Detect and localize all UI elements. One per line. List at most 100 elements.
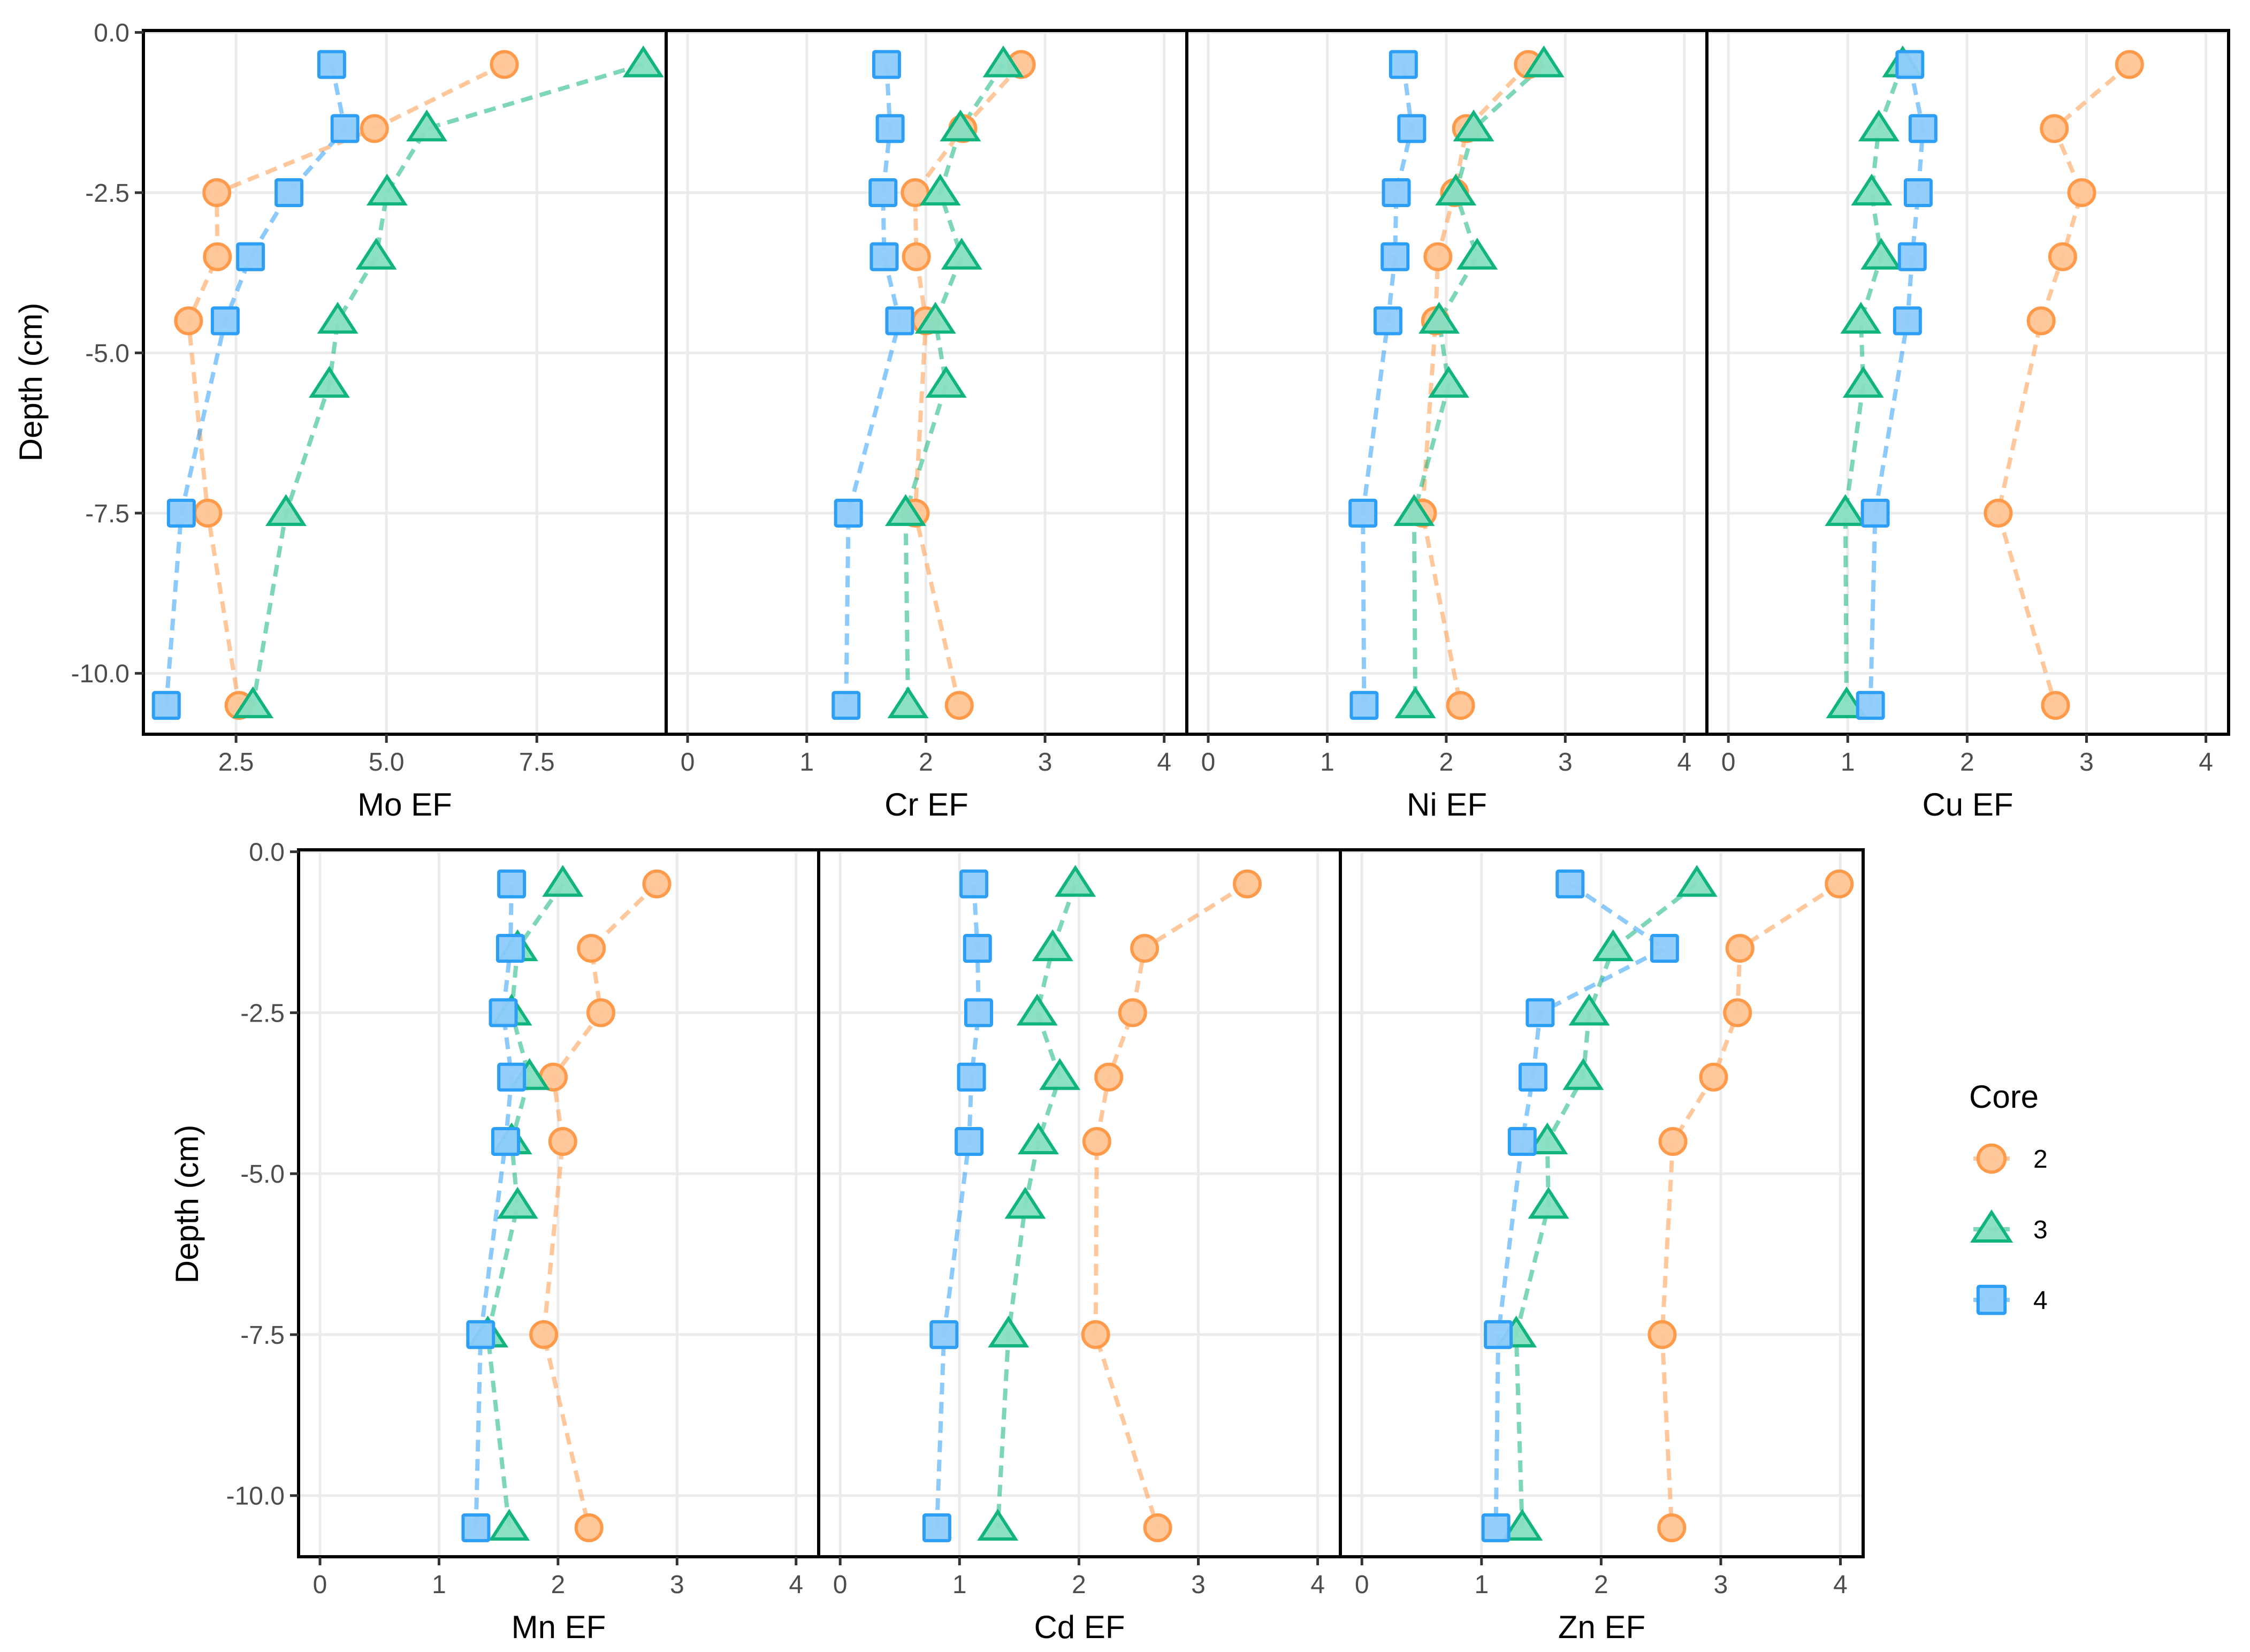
data-point-core-3 bbox=[1851, 173, 1893, 206]
data-point-core-3 bbox=[1860, 238, 1902, 270]
y-tick-label: -2.5 bbox=[85, 179, 129, 208]
data-point-core-3 bbox=[1418, 302, 1460, 334]
data-point-core-3 bbox=[366, 173, 408, 206]
data-point-core-2 bbox=[490, 50, 519, 79]
data-point-core-4 bbox=[317, 50, 346, 79]
data-point-core-3 bbox=[1435, 173, 1477, 206]
x-tick-label: 1 bbox=[952, 1571, 967, 1599]
legend-marker-circle bbox=[1976, 1143, 2007, 1174]
data-point-core-2 bbox=[1699, 1062, 1728, 1092]
data-point-core-3 bbox=[317, 302, 359, 334]
data-point-core-2 bbox=[574, 1513, 604, 1542]
x-tick-label: 4 bbox=[1677, 748, 1691, 776]
y-axis-title: Depth (cm) bbox=[13, 303, 49, 462]
y-axis-title-top-row: Depth (cm) bbox=[13, 303, 49, 462]
data-point-core-3 bbox=[887, 686, 929, 719]
data-point-core-4 bbox=[832, 691, 861, 720]
x-tick-label: 5.0 bbox=[369, 748, 405, 776]
x-tick-label: 2 bbox=[1594, 1571, 1608, 1599]
data-point-core-3 bbox=[1018, 1122, 1059, 1155]
x-axis-title: Mo EF bbox=[357, 787, 452, 823]
data-point-core-2 bbox=[2040, 114, 2069, 143]
data-point-core-3 bbox=[1527, 1122, 1568, 1155]
data-point-core-2 bbox=[529, 1320, 559, 1349]
x-axis-title: Ni EF bbox=[1407, 787, 1487, 823]
panel-zn: 0 1 2 3 4 Zn EF bbox=[1339, 848, 1865, 1645]
data-point-core-4 bbox=[1908, 114, 1938, 143]
x-tick-label: 1 bbox=[432, 1571, 446, 1599]
x-tick-label: 2 bbox=[1960, 748, 1974, 776]
data-point-core-3 bbox=[1528, 1186, 1569, 1219]
panel-ni: 0 1 2 3 4 Ni EF bbox=[1185, 29, 1709, 823]
x-tick-label: 3 bbox=[1191, 1571, 1206, 1599]
data-point-core-2 bbox=[1723, 998, 1752, 1027]
data-point-core-4 bbox=[151, 691, 181, 720]
data-point-core-3 bbox=[355, 238, 397, 270]
x-axis-title: Cu EF bbox=[1922, 787, 2013, 823]
data-point-core-4 bbox=[497, 1062, 527, 1092]
data-point-core-4 bbox=[1373, 306, 1402, 336]
data-point-core-4 bbox=[489, 998, 518, 1027]
data-point-core-4 bbox=[461, 1513, 491, 1542]
data-point-core-2 bbox=[174, 306, 203, 336]
legend-entries: 2 3 4 bbox=[1970, 1143, 2048, 1315]
data-point-core-4 bbox=[274, 178, 304, 208]
data-point-core-4 bbox=[1507, 1127, 1537, 1156]
panel-mo: 2.5 5.0 7.5 Mo EF 0.0 -2.5 -5.0 -7.5 -10.0 bbox=[71, 19, 668, 823]
x-tick-label: 0 bbox=[1355, 1571, 1369, 1599]
data-point-core-2 bbox=[2026, 306, 2056, 336]
x-tick-label: 0 bbox=[1721, 748, 1736, 776]
data-point-core-3 bbox=[308, 366, 350, 398]
data-point-core-2 bbox=[1094, 1062, 1124, 1092]
data-point-core-2 bbox=[548, 1127, 577, 1156]
data-point-core-2 bbox=[1725, 934, 1755, 963]
y-axis-title: Depth (cm) bbox=[169, 1125, 205, 1284]
legend-title: Core bbox=[1969, 1079, 2039, 1115]
data-point-core-2 bbox=[1232, 869, 1262, 899]
data-point-core-2 bbox=[1423, 242, 1453, 271]
y-tick-label: -2.5 bbox=[240, 999, 285, 1027]
data-point-core-4 bbox=[495, 934, 525, 963]
data-point-core-3 bbox=[885, 494, 927, 526]
x-tick-label: 2 bbox=[551, 1571, 566, 1599]
data-point-core-3 bbox=[406, 109, 448, 142]
data-point-core-3 bbox=[1032, 929, 1073, 962]
x-tick-label: 4 bbox=[2199, 748, 2213, 776]
x-tick-label: 1 bbox=[1320, 748, 1334, 776]
data-point-core-3 bbox=[925, 366, 967, 398]
y-tick-label: -7.5 bbox=[240, 1321, 285, 1350]
x-axis-title: Mn EF bbox=[512, 1609, 606, 1645]
data-point-core-2 bbox=[577, 934, 606, 963]
x-tick-label: 4 bbox=[789, 1571, 803, 1599]
legend-entry-core-4: 4 bbox=[1973, 1284, 2048, 1315]
y-tick-label: -10.0 bbox=[226, 1482, 285, 1511]
x-tick-label: 3 bbox=[2079, 748, 2094, 776]
data-point-core-3 bbox=[1825, 494, 1866, 526]
x-tick-label: 2 bbox=[1439, 748, 1454, 776]
data-point-core-3 bbox=[1501, 1509, 1543, 1541]
data-point-core-2 bbox=[2048, 242, 2077, 271]
data-point-core-3 bbox=[1453, 109, 1494, 142]
data-point-core-2 bbox=[1081, 1320, 1110, 1349]
data-point-core-2 bbox=[1658, 1127, 1688, 1156]
x-tick-label: 2 bbox=[919, 748, 933, 776]
data-point-core-3 bbox=[1523, 45, 1565, 78]
x-tick-label: 1 bbox=[1474, 1571, 1489, 1599]
data-point-core-4 bbox=[885, 306, 914, 336]
legend-entry-core-3: 3 bbox=[1970, 1209, 2048, 1244]
x-tick-label: 2.5 bbox=[218, 748, 254, 776]
data-point-core-3 bbox=[940, 109, 981, 142]
data-point-core-2 bbox=[1130, 934, 1160, 963]
data-point-core-2 bbox=[203, 242, 232, 271]
data-point-core-2 bbox=[902, 242, 931, 271]
y-tick-label: 0.0 bbox=[249, 839, 285, 867]
data-point-core-2 bbox=[193, 498, 223, 528]
data-point-core-4 bbox=[1555, 869, 1585, 899]
data-point-core-3 bbox=[1039, 1058, 1081, 1090]
data-point-core-4 bbox=[210, 306, 240, 336]
data-point-core-2 bbox=[642, 869, 672, 899]
data-point-core-4 bbox=[1481, 1513, 1511, 1542]
legend-label: 2 bbox=[2033, 1145, 2048, 1174]
data-point-core-2 bbox=[202, 178, 232, 208]
